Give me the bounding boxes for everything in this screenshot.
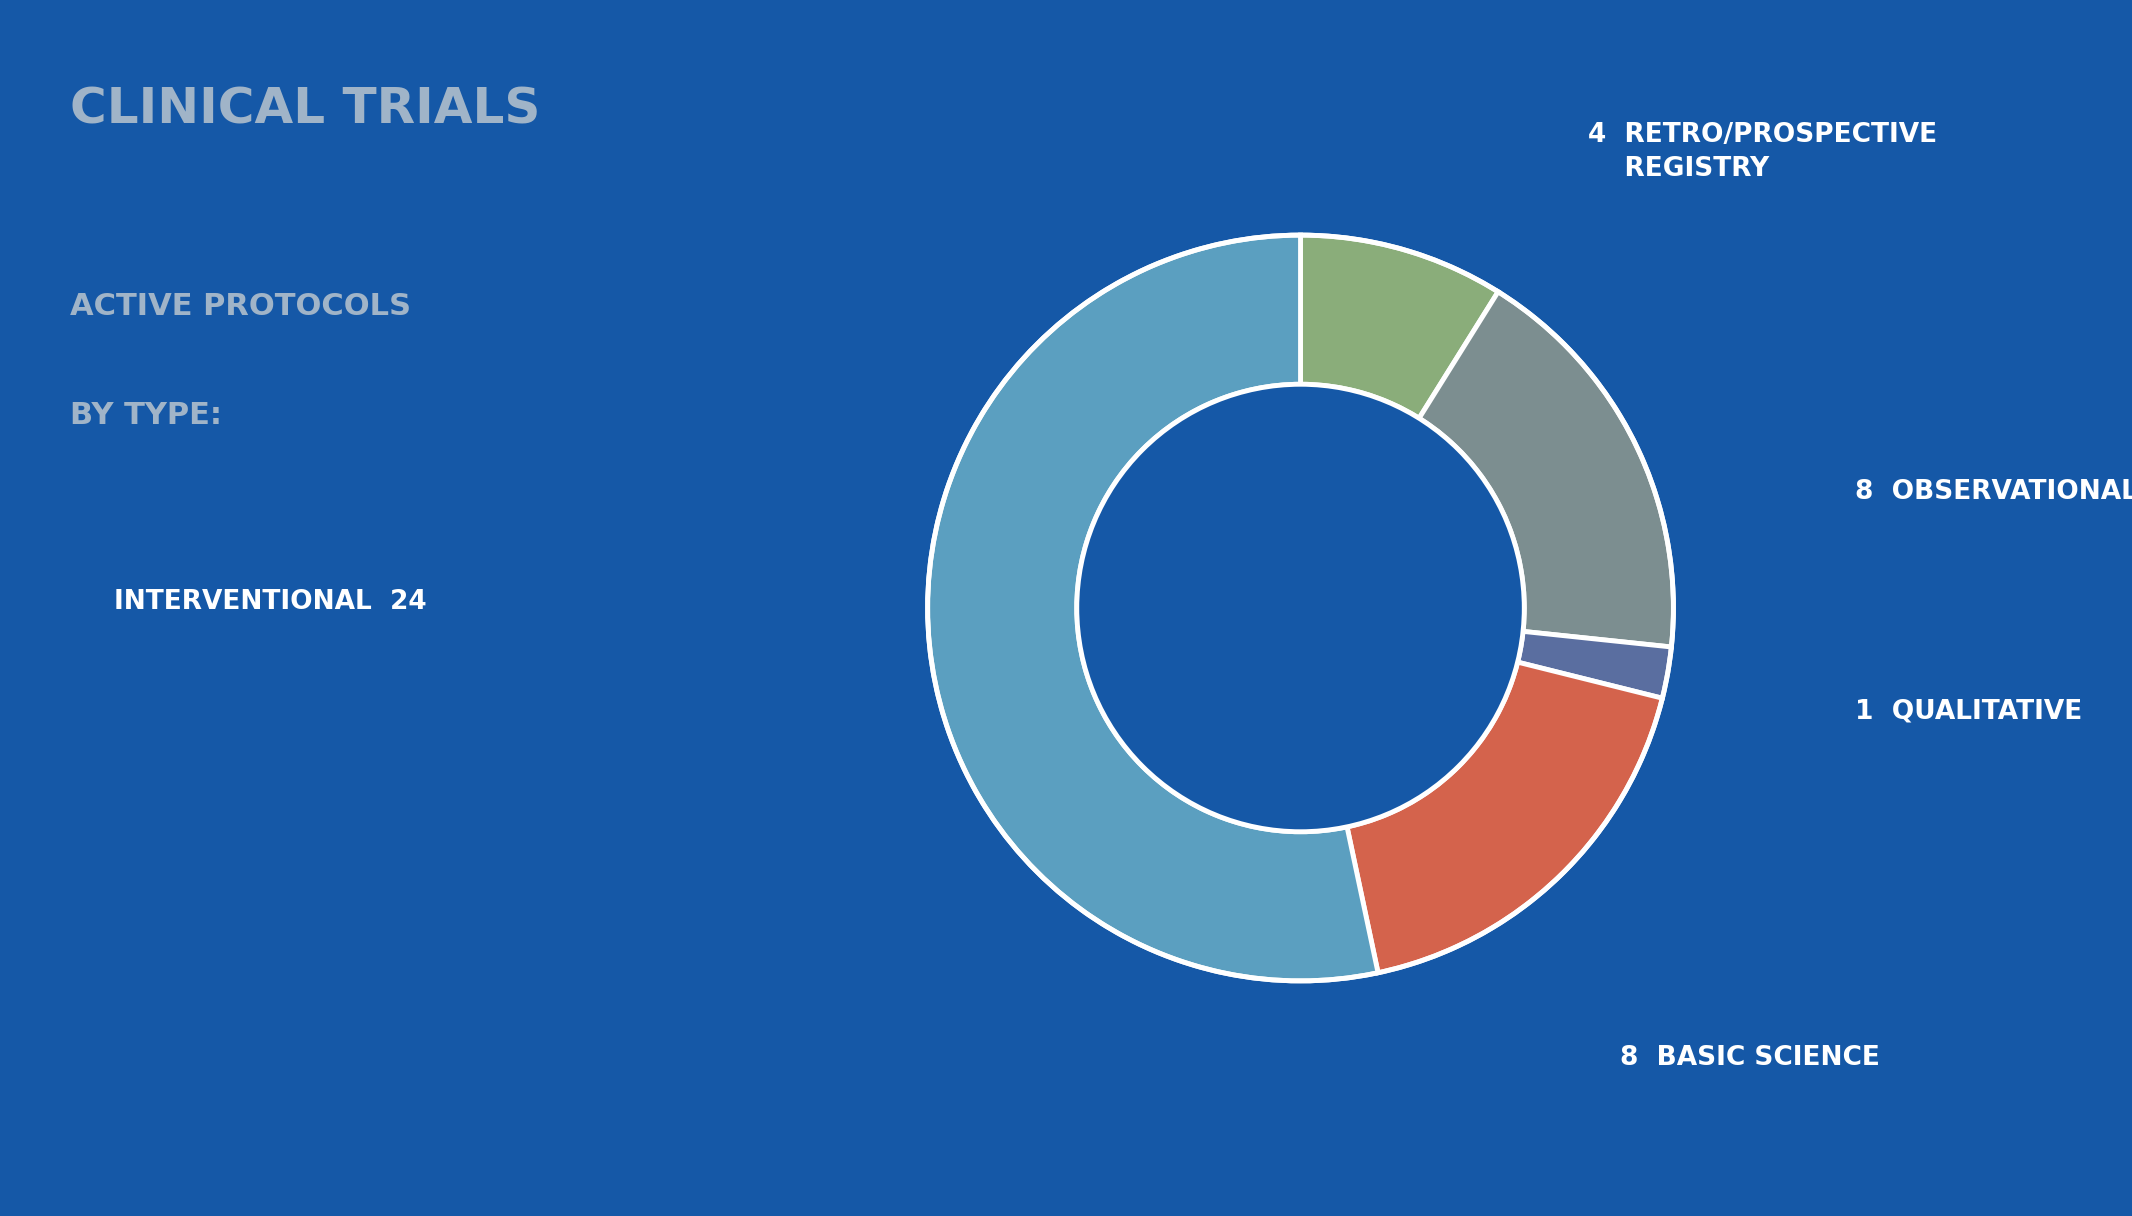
Wedge shape xyxy=(1347,663,1663,973)
Wedge shape xyxy=(1518,631,1671,698)
Text: BY TYPE:: BY TYPE: xyxy=(70,401,222,430)
Text: CLINICAL TRIALS: CLINICAL TRIALS xyxy=(70,85,542,133)
Text: 4  RETRO/PROSPECTIVE
    REGISTRY: 4 RETRO/PROSPECTIVE REGISTRY xyxy=(1588,122,1938,182)
Text: 1  QUALITATIVE: 1 QUALITATIVE xyxy=(1855,698,2083,725)
Text: ACTIVE PROTOCOLS: ACTIVE PROTOCOLS xyxy=(70,292,411,321)
Circle shape xyxy=(1077,384,1524,832)
Text: 8  BASIC SCIENCE: 8 BASIC SCIENCE xyxy=(1620,1045,1880,1071)
Wedge shape xyxy=(927,235,1377,981)
Text: INTERVENTIONAL  24: INTERVENTIONAL 24 xyxy=(113,589,426,615)
Wedge shape xyxy=(1420,292,1674,647)
Wedge shape xyxy=(1301,235,1499,418)
Text: 8  OBSERVATIONAL: 8 OBSERVATIONAL xyxy=(1855,479,2132,506)
